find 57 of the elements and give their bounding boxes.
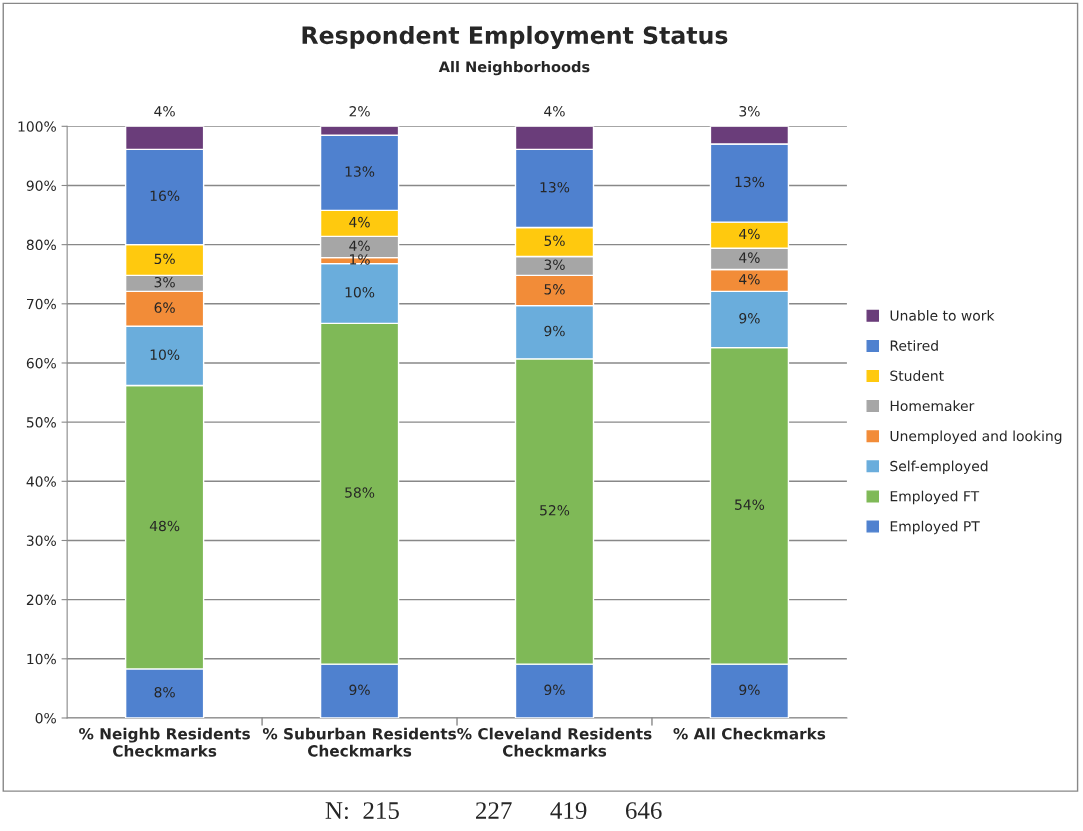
data-label: 4% <box>544 106 565 117</box>
data-label: 5% <box>154 253 175 265</box>
data-label: 10% <box>345 286 375 298</box>
y-tick-label: 30% <box>26 535 56 546</box>
x-tick-label: % Suburban Residents Checkmarks <box>262 727 456 757</box>
legend-label: Retired <box>890 340 938 351</box>
data-label: 9% <box>544 684 565 696</box>
legend-label: Self-employed <box>890 460 988 475</box>
legend-label: Employed FT <box>890 490 980 505</box>
data-label: 8% <box>154 686 175 698</box>
data-label: 16% <box>150 190 180 202</box>
data-label: 4% <box>739 273 760 285</box>
y-tick-label: 20% <box>26 594 56 606</box>
data-label: 9% <box>544 325 565 337</box>
y-tick-label: 10% <box>27 653 56 665</box>
data-label: 2% <box>349 106 370 117</box>
y-tick-label: 100% <box>18 121 56 132</box>
data-label: 13% <box>345 166 375 177</box>
data-label: 10% <box>150 349 180 360</box>
data-label: 9% <box>739 684 760 696</box>
data-label: 13% <box>735 176 765 188</box>
legend-label: Unable to work <box>890 310 995 321</box>
y-tick-label: 60% <box>26 357 56 369</box>
data-label: 6% <box>154 302 175 313</box>
data-label: 9% <box>349 684 370 696</box>
data-label: 4% <box>349 240 370 252</box>
chart-title: Respondent Employment Status <box>302 25 728 49</box>
legend-label: Homemaker <box>890 400 975 412</box>
legend-label: Student <box>890 370 944 382</box>
data-label: 54% <box>735 499 765 510</box>
data-label: 52% <box>540 505 570 516</box>
data-label: 3% <box>154 276 175 288</box>
text: N: 215 227 419 646 <box>325 802 662 820</box>
data-label: 5% <box>544 284 565 295</box>
data-label: 9% <box>739 313 760 324</box>
legend-label: Employed PT <box>890 520 980 535</box>
data-label: 4% <box>739 252 760 263</box>
y-tick-label: 0% <box>35 712 56 724</box>
y-tick-label: 90% <box>26 180 56 191</box>
y-tick-label: 70% <box>27 298 56 310</box>
data-label: 3% <box>544 259 565 270</box>
x-tick-label: % All Checkmarks <box>673 727 826 740</box>
data-label: 3% <box>739 106 760 117</box>
chart-subtitle: All Neighborhoods <box>438 61 590 76</box>
y-tick-label: 40% <box>26 476 56 487</box>
data-label: 4% <box>154 106 175 117</box>
x-tick-label: % Neighb Residents Checkmarks <box>79 727 250 757</box>
x-tick-label: % Cleveland Residents Checkmarks <box>457 727 652 757</box>
data-label: 58% <box>345 487 375 498</box>
y-tick-label: 50% <box>26 417 56 428</box>
legend-label: Unemployed and looking <box>890 430 1062 444</box>
y-tick-label: 80% <box>26 239 56 251</box>
data-label: 13% <box>540 181 570 193</box>
data-label: 5% <box>544 235 565 247</box>
data-label: 4% <box>739 228 760 240</box>
data-label: 48% <box>149 520 180 532</box>
data-label: 4% <box>349 216 370 228</box>
